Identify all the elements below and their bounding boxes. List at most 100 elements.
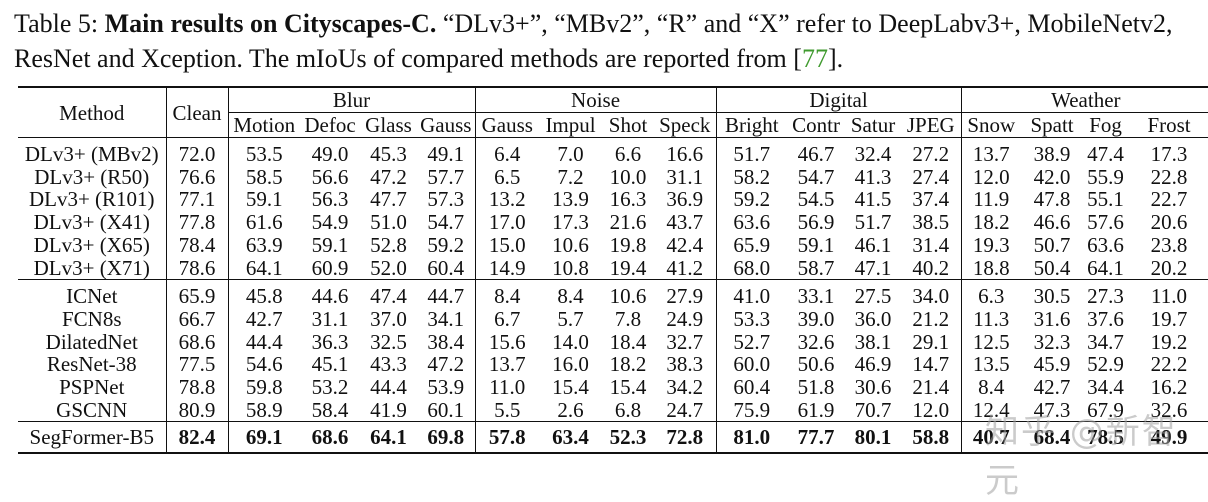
value-cell: 58.2 bbox=[733, 164, 771, 189]
value-cell: 27.9 bbox=[654, 279, 717, 308]
value-cell: 47.2 bbox=[370, 164, 407, 189]
clean-cell: 77.5 bbox=[166, 353, 229, 377]
clean-cell: 82.4 bbox=[166, 421, 229, 455]
value-cell: 39.0 bbox=[797, 306, 835, 331]
value-cell: 53.3 bbox=[733, 306, 771, 331]
value-cell: 10.0 bbox=[609, 164, 647, 189]
value-cell: 16.6 bbox=[654, 136, 717, 166]
value-cell: 70.7 bbox=[854, 397, 892, 422]
value-cell: 41.5 bbox=[854, 187, 892, 212]
value-cell: 12.0 bbox=[901, 398, 962, 422]
value-cell: 31.1 bbox=[654, 165, 717, 189]
value-cell: 58.8 bbox=[901, 421, 962, 455]
clean-cell: 78.8 bbox=[166, 376, 229, 399]
value-cell: 6.8 bbox=[614, 397, 642, 422]
value-cell: 47.2 bbox=[417, 353, 476, 377]
value-cell: 12.4 bbox=[972, 397, 1010, 422]
value-cell: 58.5 bbox=[245, 164, 283, 189]
table-row: DLv3+ (X41) 77.8 61.6 54.9 51.0 54.7 17.0 17.3 2… bbox=[18, 211, 1208, 234]
header-col-11: JPEG bbox=[901, 112, 962, 138]
value-cell: 46.9 bbox=[854, 352, 892, 377]
value-cell: 6.7 bbox=[494, 306, 521, 331]
value-cell: 54.7 bbox=[797, 164, 835, 189]
value-cell: 51.8 bbox=[797, 375, 835, 400]
value-cell: 24.9 bbox=[654, 308, 717, 331]
value-cell: 27.2 bbox=[901, 136, 962, 166]
value-cell: 34.2 bbox=[654, 376, 717, 399]
value-cell: 80.1 bbox=[845, 421, 902, 455]
header-col-5: Impul bbox=[545, 113, 596, 137]
value-cell: 52.0 bbox=[370, 255, 407, 280]
value-cell: 57.7 bbox=[417, 165, 476, 189]
value-cell: 64.1 bbox=[360, 421, 417, 455]
citation-link[interactable]: 77 bbox=[801, 44, 828, 73]
value-cell: 60.4 bbox=[417, 256, 476, 280]
value-cell: 10.6 bbox=[602, 279, 655, 308]
value-cell: 27.4 bbox=[901, 165, 962, 189]
value-cell: 15.4 bbox=[609, 375, 647, 400]
value-cell: 13.5 bbox=[972, 352, 1010, 377]
value-cell: 45.3 bbox=[360, 136, 417, 166]
table-row-final: SegFormer-B5 82.4 69.1 68.6 64.1 69.8 57.8 63.4… bbox=[18, 421, 1208, 455]
value-cell: 55.1 bbox=[1087, 187, 1124, 212]
value-cell: 13.7 bbox=[488, 352, 526, 377]
value-cell: 32.4 bbox=[845, 136, 902, 166]
value-cell: 64.1 bbox=[1087, 255, 1124, 280]
value-cell: 40.7 bbox=[961, 421, 1022, 455]
method-cell: DLv3+ (R50) bbox=[18, 165, 167, 189]
value-cell: 12.0 bbox=[972, 164, 1010, 189]
header-col-6: Shot bbox=[608, 113, 648, 137]
value-cell: 22.2 bbox=[1150, 352, 1188, 377]
value-cell: 69.1 bbox=[228, 421, 300, 455]
value-cell: 36.9 bbox=[654, 188, 717, 212]
method-cell: DLv3+ (X65) bbox=[18, 234, 167, 257]
clean-cell: 76.6 bbox=[166, 165, 229, 189]
value-cell: 37.0 bbox=[370, 306, 407, 331]
value-cell: 10.6 bbox=[552, 232, 589, 257]
value-cell: 59.8 bbox=[245, 375, 283, 400]
value-cell: 47.4 bbox=[1083, 136, 1129, 166]
clean-cell: 78.6 bbox=[166, 256, 229, 280]
method-cell: FCN8s bbox=[18, 308, 167, 331]
value-cell: 51.0 bbox=[370, 210, 407, 235]
value-cell: 38.4 bbox=[417, 330, 476, 354]
value-cell: 12.5 bbox=[972, 329, 1010, 354]
table-row: GSCNN 80.9 58.9 58.4 41.9 60.1 5.5 2.6 6.8 24.7 75… bbox=[18, 397, 1208, 422]
value-cell: 14.7 bbox=[901, 353, 962, 377]
value-cell: 22.7 bbox=[1150, 187, 1188, 212]
table-row: DLv3+ (R50) 76.6 58.5 56.6 47.2 57.7 6.5 7.2 10.… bbox=[18, 164, 1208, 189]
value-cell: 17.0 bbox=[488, 210, 526, 235]
value-cell: 58.7 bbox=[797, 255, 835, 280]
table-caption: Table 5: Main results on Cityscapes-C. “… bbox=[14, 6, 1204, 76]
value-cell: 19.2 bbox=[1150, 329, 1188, 354]
value-cell: 56.6 bbox=[311, 164, 349, 189]
value-cell: 38.1 bbox=[854, 329, 892, 354]
table-row: ICNet 65.9 45.8 44.6 47.4 44.7 8.4 8.4 10.6 27.9 4… bbox=[18, 279, 1208, 308]
method-cell: DLv3+ (X41) bbox=[18, 211, 167, 234]
value-cell: 8.4 bbox=[978, 375, 1005, 400]
value-cell: 13.9 bbox=[552, 187, 589, 212]
value-cell: 31.1 bbox=[311, 306, 349, 331]
value-cell: 30.5 bbox=[1021, 279, 1084, 308]
value-cell: 20.2 bbox=[1150, 255, 1188, 280]
value-cell: 60.1 bbox=[417, 398, 476, 422]
value-cell: 56.9 bbox=[797, 210, 835, 235]
value-cell: 46.7 bbox=[787, 136, 846, 166]
value-cell: 46.1 bbox=[854, 232, 892, 257]
value-cell: 16.0 bbox=[552, 352, 589, 377]
header-col-7: Speck bbox=[654, 112, 717, 138]
value-cell: 61.9 bbox=[797, 397, 835, 422]
table-row: DLv3+ (X71) 78.6 64.1 60.9 52.0 60.4 14.9 10.8 1… bbox=[18, 255, 1208, 280]
clean-cell: 72.0 bbox=[166, 136, 229, 166]
value-cell: 42.7 bbox=[1033, 375, 1071, 400]
value-cell: 42.4 bbox=[654, 234, 717, 257]
value-cell: 2.6 bbox=[557, 397, 584, 422]
method-cell: DLv3+ (R101) bbox=[18, 188, 167, 212]
value-cell: 50.4 bbox=[1033, 255, 1071, 280]
value-cell: 8.4 bbox=[539, 279, 603, 308]
value-cell: 65.9 bbox=[733, 232, 771, 257]
header-clean: Clean bbox=[166, 86, 229, 138]
caption-text-end: ]. bbox=[827, 44, 844, 73]
method-cell: PSPNet bbox=[18, 376, 167, 399]
caption-text: “DLv3+”, “MBv2”, “R” and “X” refer to De… bbox=[14, 9, 1173, 73]
